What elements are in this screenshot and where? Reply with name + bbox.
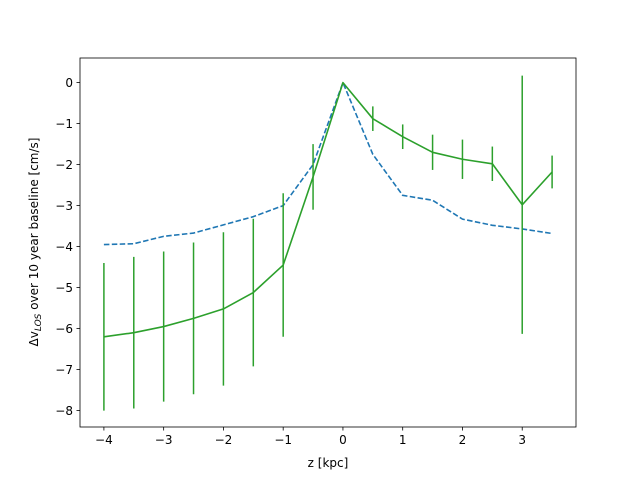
- series-1: [103, 75, 553, 411]
- axes-frame: [79, 57, 577, 428]
- y-tick-label: −8: [55, 404, 73, 418]
- y-tick-label: −7: [55, 363, 73, 377]
- series-0: [103, 81, 553, 246]
- errorbar-series-line: [103, 81, 553, 338]
- plot-background: [80, 58, 576, 427]
- axes-layer: −4 −3 −2 −1 0 1 2 3 −8 −7 −6 −5 −4 −3 −2 −1 0: [55, 57, 577, 447]
- y-tick-label: −5: [55, 281, 73, 295]
- x-tick-label: −1: [274, 433, 292, 447]
- y-axis-label: ΔvLOS over 10 year baseline [cm/s]: [27, 138, 44, 347]
- y-tick-label: 0: [65, 76, 73, 90]
- x-tick-label: −3: [155, 433, 173, 447]
- y-tick-label: −6: [55, 322, 73, 336]
- plot-area: [80, 58, 576, 427]
- x-tick-label: −4: [95, 433, 113, 447]
- x-tick-label: 1: [399, 433, 407, 447]
- y-tick-label: −4: [55, 240, 73, 254]
- x-axis-label: z [kpc]: [308, 456, 349, 470]
- x-tick-label: −2: [215, 433, 233, 447]
- y-tick-label: −3: [55, 199, 73, 213]
- series-layer: [103, 75, 553, 411]
- y-tick-label: −2: [55, 158, 73, 172]
- y-tick-label: −1: [55, 117, 73, 131]
- dashed-series-line: [103, 81, 553, 246]
- x-tick-label: 3: [518, 433, 526, 447]
- x-tick-label: 2: [459, 433, 467, 447]
- x-tick-label: 0: [339, 433, 347, 447]
